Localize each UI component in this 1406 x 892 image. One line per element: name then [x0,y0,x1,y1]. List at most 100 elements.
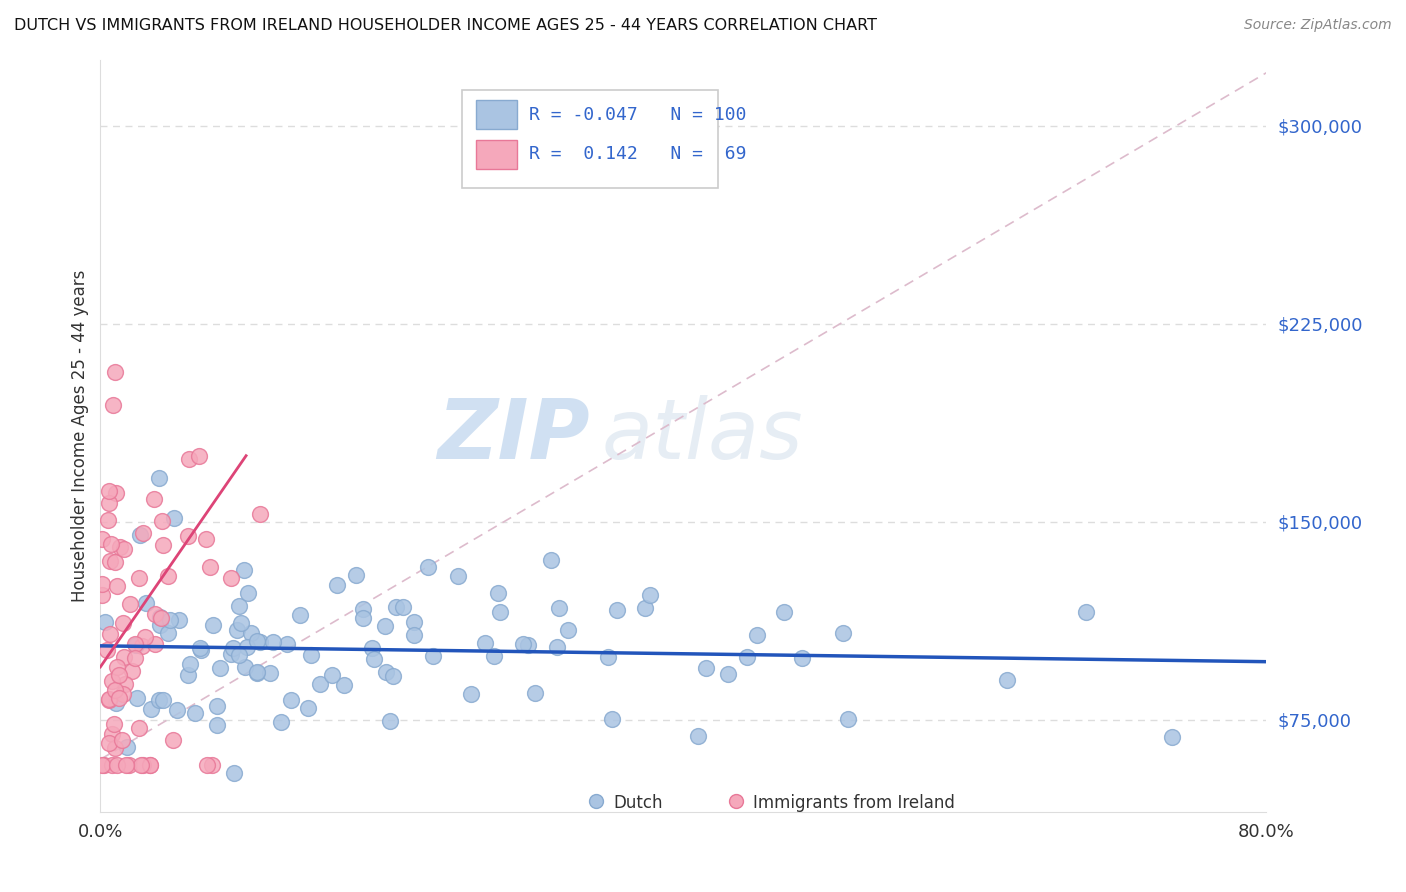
Point [187,449,209,463]
Point [326,577,349,591]
Point [90,533,112,547]
Point [138,757,160,772]
Point [131,639,153,653]
Point [103,365,125,379]
Point [98,627,121,641]
Point [717,667,740,681]
Point [221,647,243,661]
Point [149,610,172,624]
Point [546,640,568,654]
Point [150,514,173,528]
Point [177,668,200,682]
Point [152,538,174,552]
Point [97,514,120,528]
Point [167,613,190,627]
Point [517,638,540,652]
Point [246,665,269,680]
Point [747,628,769,642]
Point [201,757,224,772]
Point [141,702,163,716]
Point [197,757,219,772]
Point [208,661,231,675]
Point [228,599,250,613]
Point [222,765,245,780]
Point [557,623,579,637]
Point [207,698,229,713]
Point [404,628,426,642]
Point [100,537,122,551]
Point [148,692,170,706]
Text: atlas: atlas [602,395,803,476]
Point [375,665,398,679]
Point [93,757,115,772]
Point [792,651,814,665]
Point [105,757,128,772]
Point [101,757,124,772]
Point [228,648,250,662]
Point [135,595,157,609]
Point [112,650,135,665]
Point [110,540,132,554]
Bar [475,140,516,169]
Point [523,686,546,700]
Point [280,693,302,707]
Point [222,640,245,655]
Point [132,525,155,540]
Point [249,508,271,522]
Point [124,637,146,651]
Point [179,657,201,672]
Point [540,553,562,567]
Point [308,677,330,691]
Point [735,649,758,664]
Point [488,605,510,619]
Point [321,668,343,682]
Point [352,602,374,616]
Point [159,613,181,627]
Point [97,483,120,498]
Point [837,712,859,726]
Point [149,611,172,625]
Point [600,712,623,726]
Point [98,496,121,510]
Point [548,601,571,615]
Point [226,623,249,637]
Point [124,651,146,665]
Point [112,615,135,630]
Point [139,757,162,772]
Point [486,586,509,600]
Point [97,736,120,750]
Text: Source: ZipAtlas.com: Source: ZipAtlas.com [1244,18,1392,32]
Point [460,687,482,701]
Point [103,716,125,731]
Point [190,642,212,657]
Point [163,511,186,525]
Point [416,560,439,574]
Point [108,668,131,682]
Point [385,600,408,615]
Point [232,563,254,577]
Point [596,649,619,664]
Point [104,682,127,697]
Point [474,636,496,650]
Point [103,399,125,413]
Point [104,696,127,710]
Point [157,626,180,640]
Point [143,492,166,507]
Point [259,665,281,680]
Point [101,674,124,689]
Point [288,608,311,623]
Point [229,616,252,631]
Point [202,618,225,632]
Point [101,727,124,741]
Point [128,721,150,735]
Point [381,669,404,683]
Point [183,706,205,720]
Point [198,559,221,574]
Point [404,615,426,629]
Point [484,649,506,664]
Point [634,600,657,615]
Point [297,701,319,715]
Point [695,661,717,675]
Point [352,610,374,624]
Text: R =  0.142   N =  69: R = 0.142 N = 69 [530,145,747,163]
